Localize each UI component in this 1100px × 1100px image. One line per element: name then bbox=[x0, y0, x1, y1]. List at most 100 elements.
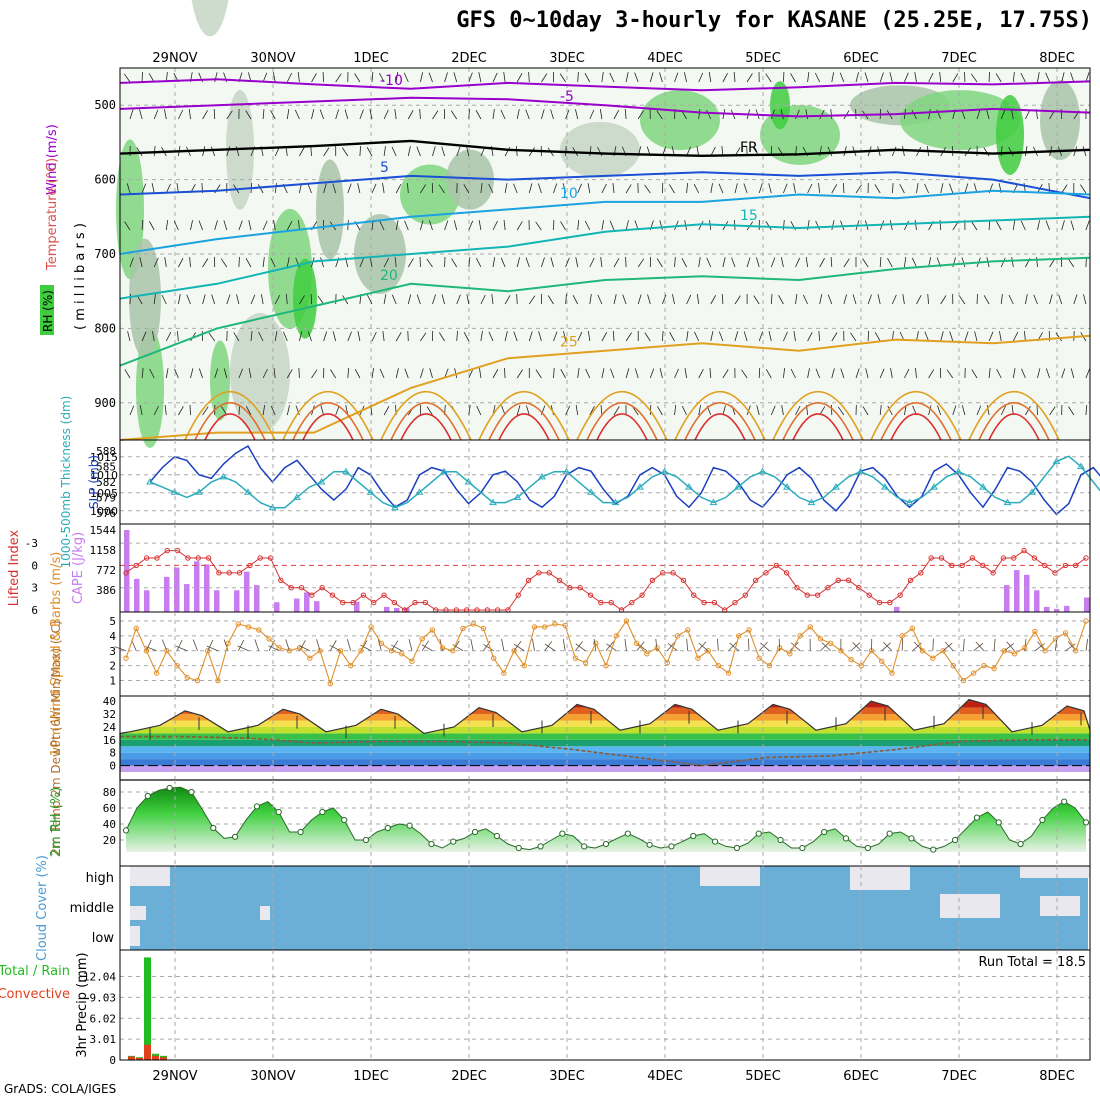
wind-barb bbox=[1025, 109, 1031, 120]
wind-barb bbox=[887, 405, 893, 416]
lifted-index-marker bbox=[1021, 547, 1027, 554]
wind-barb bbox=[790, 73, 796, 83]
wind-barb bbox=[988, 368, 991, 379]
thickness-marker bbox=[391, 503, 399, 511]
wind-barb bbox=[780, 257, 784, 268]
wind-barb bbox=[492, 220, 498, 231]
rh-marker bbox=[690, 832, 697, 840]
lifted-index-ylabel: Lifted Index bbox=[7, 529, 22, 606]
wind-barb bbox=[577, 220, 580, 231]
wind-barb bbox=[609, 220, 615, 231]
lifted-index-marker bbox=[856, 585, 862, 591]
wind-barb bbox=[940, 331, 944, 342]
wind-barb bbox=[420, 72, 424, 83]
wind-barb bbox=[783, 71, 785, 83]
wind-speed-marker bbox=[1032, 628, 1038, 635]
temperature-contour bbox=[119, 139, 1091, 158]
wind-barb bbox=[902, 294, 905, 305]
wind-barb bbox=[492, 72, 498, 83]
lifted-index-marker bbox=[752, 577, 759, 583]
cloud-cover-gap bbox=[700, 866, 760, 886]
wind-barb bbox=[129, 257, 134, 268]
temperature-contour bbox=[119, 189, 1091, 255]
wind-speed-marker bbox=[991, 665, 997, 672]
wind-barb bbox=[395, 183, 402, 194]
wind-barb bbox=[528, 183, 533, 194]
rh-marker bbox=[755, 830, 762, 837]
lifted-index-marker bbox=[1083, 555, 1089, 561]
wind-speed-marker bbox=[705, 648, 711, 654]
wind-barb bbox=[937, 405, 942, 416]
wind-barb bbox=[662, 330, 664, 342]
wind-barb bbox=[335, 109, 340, 120]
wind-barb-10m bbox=[881, 642, 891, 652]
wind-barb bbox=[669, 332, 675, 342]
wind-barb-10m bbox=[913, 641, 923, 652]
lifted-index-marker bbox=[391, 599, 398, 606]
wind-barb bbox=[768, 183, 772, 194]
lifted-index-line bbox=[125, 549, 1087, 611]
wind-barb bbox=[1061, 72, 1065, 83]
wind-barb bbox=[488, 183, 494, 194]
date-label-bottom: 1DEC bbox=[353, 1069, 389, 1084]
wind-barb bbox=[1045, 368, 1050, 379]
cloud-level-label: high bbox=[86, 871, 114, 886]
wind-barb bbox=[165, 331, 172, 342]
wind-barb bbox=[248, 368, 252, 379]
wind-barb bbox=[359, 109, 364, 120]
wind-barb bbox=[441, 294, 445, 305]
wind-barb bbox=[722, 405, 726, 416]
wind-barb bbox=[733, 72, 736, 83]
wind-barb bbox=[178, 294, 181, 305]
wind-barb bbox=[403, 72, 409, 83]
wind-barb bbox=[190, 368, 194, 379]
wind-barb bbox=[286, 109, 290, 120]
wind-barb bbox=[924, 183, 929, 194]
wind-barb bbox=[1037, 220, 1040, 231]
wind-barb bbox=[805, 109, 808, 120]
wind-barb bbox=[407, 258, 414, 268]
wind-barb bbox=[601, 183, 607, 194]
wind-barb bbox=[589, 109, 595, 120]
wind-barb bbox=[124, 369, 131, 379]
wind-barb bbox=[865, 368, 869, 379]
wind-barb bbox=[986, 405, 990, 416]
date-label-top: 3DEC bbox=[549, 51, 585, 66]
lifted-index-marker bbox=[649, 577, 656, 583]
thickness-ytick: 579 bbox=[96, 491, 116, 504]
wind-barb bbox=[127, 331, 131, 342]
wind-barb bbox=[480, 294, 486, 305]
wind-barb bbox=[432, 146, 436, 157]
wind-barb bbox=[139, 257, 143, 268]
wind-barb bbox=[952, 73, 959, 83]
thickness-marker bbox=[293, 493, 301, 500]
upper-air-ylabel-temp: Temperature (°C) bbox=[45, 158, 60, 271]
wind-barb bbox=[589, 294, 592, 305]
thickness-marker bbox=[930, 483, 938, 490]
wind-barb-10m bbox=[975, 641, 985, 652]
wind-barb bbox=[637, 258, 645, 268]
wind-barb-10m bbox=[820, 642, 830, 652]
wind-barb bbox=[698, 368, 704, 379]
wind-barb bbox=[149, 368, 155, 379]
wind-speed-marker bbox=[174, 662, 180, 669]
precip-ytick: 12.04 bbox=[83, 971, 116, 984]
wind-barb bbox=[622, 294, 627, 305]
thickness-marker bbox=[513, 493, 522, 500]
wind-barb bbox=[964, 331, 969, 342]
wind-barb bbox=[815, 368, 821, 379]
wind-barb bbox=[202, 294, 206, 305]
wind-ytick: 5 bbox=[109, 615, 116, 628]
wind-barb bbox=[407, 110, 414, 120]
wind-barb bbox=[516, 257, 521, 268]
wind-barb bbox=[625, 332, 632, 342]
wind-barb bbox=[153, 146, 156, 157]
cape-bar bbox=[234, 590, 240, 612]
wind-barb bbox=[347, 331, 352, 342]
wind-speed-marker bbox=[827, 640, 834, 647]
temperature-contour bbox=[119, 334, 1091, 441]
wind-barb bbox=[347, 368, 350, 379]
rh-shading bbox=[640, 90, 720, 151]
wind-barb bbox=[840, 220, 845, 231]
wind-speed-marker bbox=[909, 625, 916, 632]
